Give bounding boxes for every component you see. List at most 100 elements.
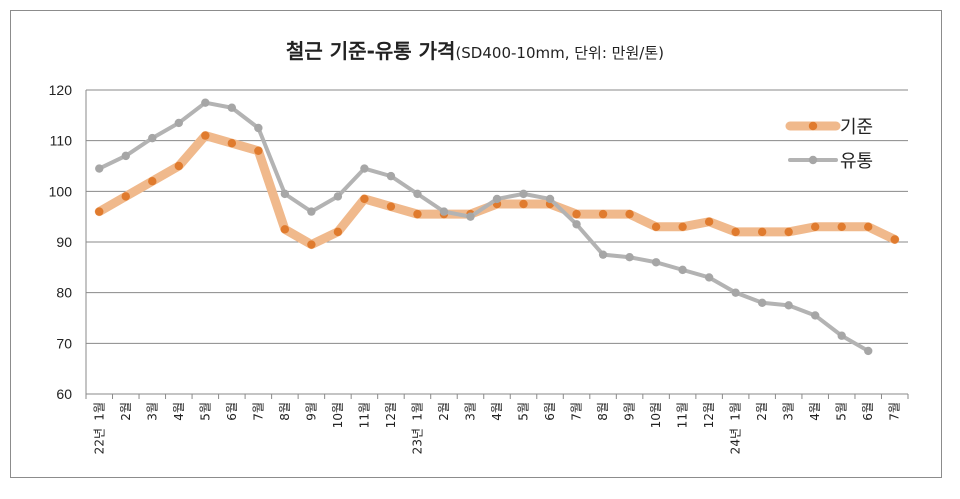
data-point	[810, 222, 820, 231]
legend-label: 유통	[840, 151, 873, 172]
data-point	[784, 301, 793, 310]
data-point	[333, 192, 343, 201]
x-tick-label: 2월	[119, 402, 133, 421]
data-point	[731, 288, 740, 297]
data-point	[757, 227, 767, 237]
data-point	[148, 177, 157, 186]
y-tick-label: 110	[50, 133, 73, 149]
data-point	[598, 250, 608, 259]
data-point	[466, 212, 475, 221]
data-point	[810, 311, 820, 320]
data-point	[572, 209, 581, 219]
data-point	[519, 189, 528, 199]
y-tick-label: 60	[56, 386, 72, 402]
data-point	[360, 164, 369, 173]
x-tick-label: 12월	[384, 402, 398, 428]
x-tick-label: 10월	[331, 402, 345, 428]
data-point	[864, 222, 873, 231]
legend-marker	[808, 155, 818, 165]
x-tick-label: 1월	[92, 402, 106, 421]
x-tick-label: 12월	[702, 402, 716, 428]
data-point	[227, 103, 237, 112]
data-point	[704, 217, 714, 226]
data-point	[651, 258, 661, 267]
x-tick-label: 3월	[145, 402, 159, 421]
x-tick-label: 2월	[755, 402, 769, 421]
data-point	[121, 151, 130, 161]
year-label: 23년	[410, 428, 424, 454]
x-tick-label: 2월	[437, 402, 451, 421]
y-tick-label: 90	[56, 234, 72, 250]
data-point	[731, 227, 740, 237]
x-tick-label: 6월	[225, 402, 239, 421]
year-label: 22년	[92, 428, 106, 454]
data-point	[704, 273, 714, 282]
data-point	[439, 207, 449, 216]
x-tick-label: 7월	[570, 402, 584, 421]
y-tick-label: 80	[56, 285, 72, 301]
data-point	[413, 189, 422, 199]
y-tick-label: 120	[49, 82, 73, 98]
x-tick-label: 5월	[835, 402, 849, 421]
x-tick-label: 5월	[517, 402, 531, 421]
year-label: 24년	[729, 428, 743, 454]
x-tick-label: 9월	[304, 402, 318, 421]
x-tick-label: 4월	[172, 402, 186, 421]
data-point	[492, 194, 502, 204]
x-tick-label: 7월	[251, 402, 265, 421]
data-point	[201, 131, 210, 140]
data-point	[757, 298, 767, 307]
data-point	[837, 222, 846, 231]
data-point	[386, 171, 396, 181]
x-tick-label: 6월	[543, 402, 557, 421]
data-point	[651, 222, 661, 231]
data-point	[625, 253, 634, 262]
data-point	[837, 331, 846, 340]
data-point	[519, 199, 528, 209]
y-tick-label: 100	[49, 183, 73, 199]
x-tick-label: 1월	[410, 402, 424, 421]
data-point	[598, 209, 608, 219]
x-tick-label: 3월	[463, 402, 477, 421]
chart-frame	[10, 10, 942, 478]
x-tick-label: 8월	[278, 402, 292, 421]
legend-marker	[808, 121, 818, 131]
chart-title-main: 철근 기준-유통 가격	[286, 39, 455, 63]
data-point	[280, 189, 290, 199]
data-point	[360, 194, 369, 204]
x-tick-label: 8월	[596, 402, 610, 421]
x-tick-label: 11월	[357, 402, 371, 428]
x-tick-label: 9월	[623, 402, 637, 421]
data-point	[890, 235, 899, 244]
data-point	[201, 98, 210, 107]
data-point	[227, 139, 237, 148]
data-point	[572, 220, 581, 229]
data-point	[333, 227, 343, 237]
legend-label: 기준	[840, 117, 873, 138]
series-group	[94, 98, 900, 356]
chart-title: 철근 기준-유통 가격(SD400-10mm, 단위: 만원/톤)	[286, 39, 664, 63]
y-tick-label: 70	[56, 335, 72, 351]
data-point	[254, 146, 263, 155]
x-tick-labels: 1월 2월 3월 4월 5월 6월 7월 8월 9월 10월 11월 12월 1월 2월 3월 4월 5월 6월 7…	[92, 402, 901, 454]
data-point	[280, 225, 290, 234]
axes	[85, 90, 909, 399]
x-tick-label: 4월	[490, 402, 504, 421]
data-point	[625, 209, 634, 219]
data-point	[386, 202, 396, 211]
data-point	[254, 123, 263, 133]
x-tick-label: 11월	[676, 402, 690, 428]
data-point	[678, 222, 687, 231]
x-tick-label: 6월	[861, 402, 875, 421]
data-point	[148, 133, 157, 143]
chart-subtitle: (SD400-10mm, 단위: 만원/톤)	[455, 44, 664, 62]
data-point	[307, 207, 316, 216]
x-tick-label: 1월	[729, 402, 743, 421]
x-tick-label: 4월	[808, 402, 822, 421]
data-point	[864, 346, 873, 356]
data-point	[121, 192, 130, 201]
x-tick-label: 5월	[198, 402, 212, 421]
data-point	[174, 118, 184, 128]
